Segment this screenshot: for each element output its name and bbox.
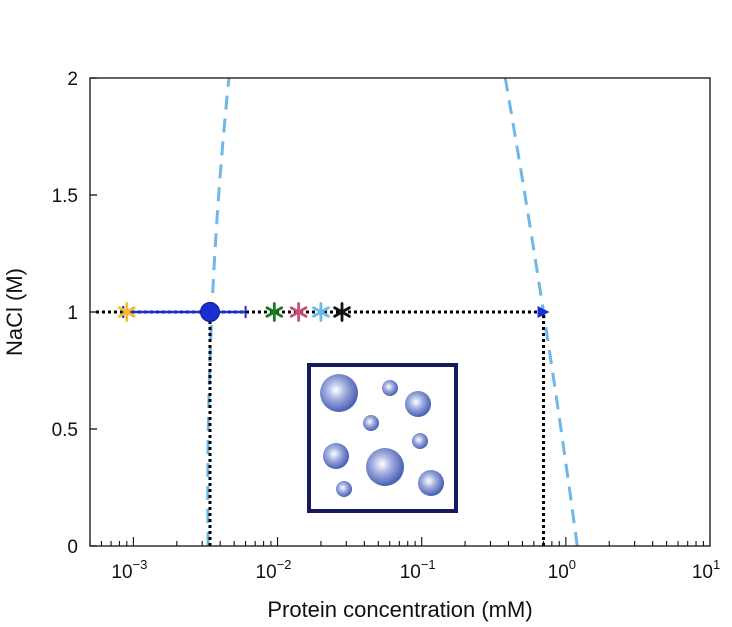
star-marker — [333, 302, 351, 322]
droplet — [366, 448, 404, 486]
droplet — [382, 380, 398, 396]
x-tick-label: 100 — [548, 557, 576, 583]
star-marker — [265, 302, 284, 322]
tick-labels: 0 0.5 1 1.5 2 10−3 10−2 10−1 100 101 — [52, 69, 721, 583]
droplets-inset-icon — [307, 363, 458, 513]
y-tick-label: 0.5 — [52, 420, 78, 441]
x-tick-label: 10−3 — [111, 557, 147, 583]
droplet — [405, 391, 431, 417]
x-axis-label: Protein concentration (mM) — [267, 597, 532, 622]
y-axis-label: NaCl (M) — [2, 268, 27, 356]
droplet — [412, 433, 428, 449]
x-tick-label: 10−2 — [256, 557, 292, 583]
droplet — [418, 470, 444, 496]
dense-phase-point — [537, 306, 550, 318]
y-tick-label: 0 — [67, 537, 78, 558]
y-tick-label: 1 — [67, 303, 78, 324]
droplet — [323, 443, 349, 469]
axes — [89, 77, 711, 547]
star-marker — [118, 302, 136, 322]
data-markers — [118, 302, 550, 322]
x-tick-label: 101 — [692, 557, 720, 583]
star-marker — [289, 302, 308, 322]
droplet — [320, 374, 358, 412]
y-tick-label: 2 — [67, 69, 78, 90]
x-tick-label: 10−1 — [400, 557, 436, 583]
y-tick-label: 1.5 — [52, 186, 78, 207]
star-marker — [312, 302, 330, 322]
droplet — [336, 481, 352, 497]
droplet — [363, 415, 379, 431]
dilute-phase-point — [200, 302, 221, 322]
